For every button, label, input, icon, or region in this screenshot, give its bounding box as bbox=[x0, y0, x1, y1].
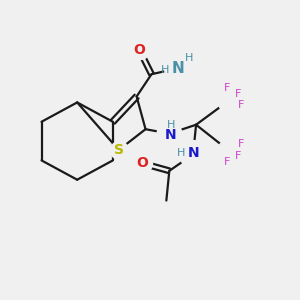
Text: H: H bbox=[161, 65, 169, 75]
Text: F: F bbox=[235, 151, 241, 161]
Text: F: F bbox=[235, 88, 241, 98]
Text: F: F bbox=[238, 100, 244, 110]
Text: F: F bbox=[224, 158, 230, 167]
Text: H: H bbox=[177, 148, 185, 158]
Text: S: S bbox=[114, 143, 124, 157]
Text: F: F bbox=[224, 82, 230, 93]
Text: N: N bbox=[165, 128, 177, 142]
Text: H: H bbox=[184, 53, 193, 63]
Text: N: N bbox=[172, 61, 184, 76]
Text: O: O bbox=[134, 44, 146, 57]
Text: H: H bbox=[167, 120, 175, 130]
Text: F: F bbox=[238, 139, 244, 149]
Text: O: O bbox=[136, 156, 148, 170]
Text: N: N bbox=[187, 146, 199, 160]
